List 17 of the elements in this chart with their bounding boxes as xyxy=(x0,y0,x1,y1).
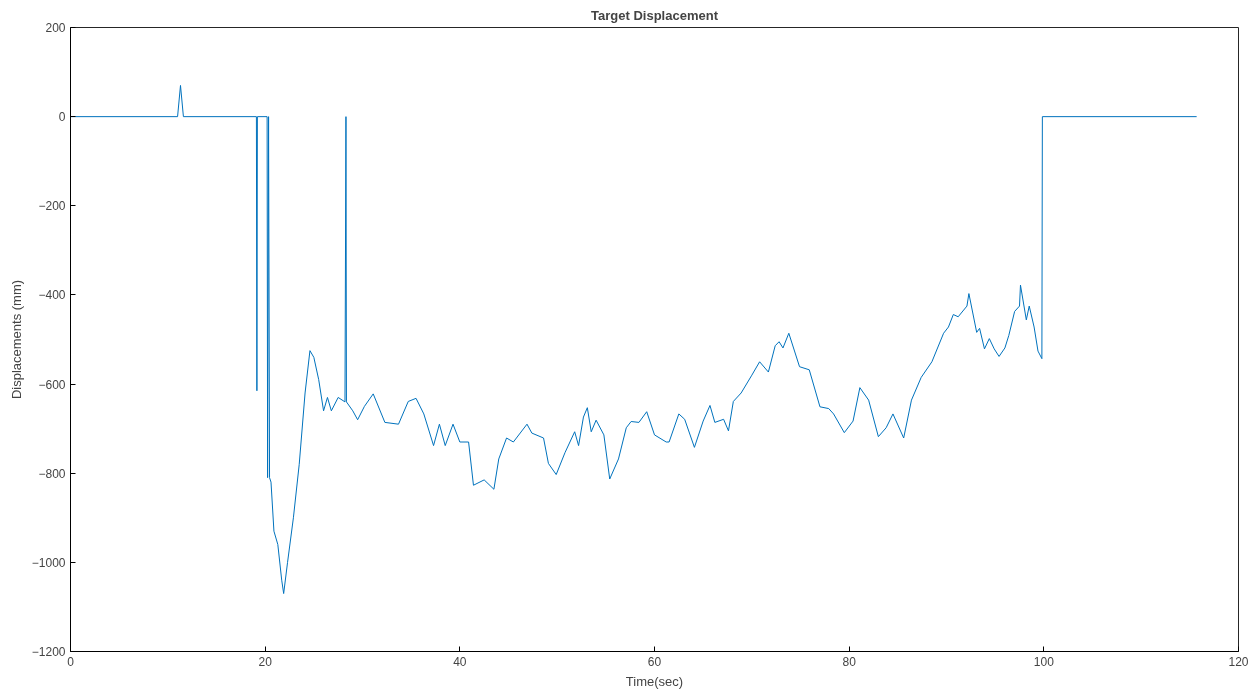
x-tick-label: 60 xyxy=(647,654,662,669)
y-tick-label: −1000 xyxy=(31,555,66,570)
y-tick-label: −600 xyxy=(38,377,66,392)
x-tick-label: 80 xyxy=(842,654,857,669)
x-tick-label: 40 xyxy=(453,654,467,669)
x-tick-label: 100 xyxy=(1033,654,1055,669)
y-tick-label: 200 xyxy=(45,21,66,35)
y-tick-label: −1200 xyxy=(31,645,66,659)
x-tick-label: 20 xyxy=(258,654,273,669)
y-tick-label: −200 xyxy=(38,199,66,214)
y-axis-title: Displacements (mm) xyxy=(8,279,24,400)
x-tick-label: 120 xyxy=(1228,654,1249,669)
y-tick-label: −800 xyxy=(38,466,66,481)
x-axis-title: Time(sec) xyxy=(625,673,684,689)
y-tick-label: −400 xyxy=(38,288,66,303)
y-tick-label: 0 xyxy=(58,110,66,125)
chart-title: Target Displacement xyxy=(591,7,719,23)
